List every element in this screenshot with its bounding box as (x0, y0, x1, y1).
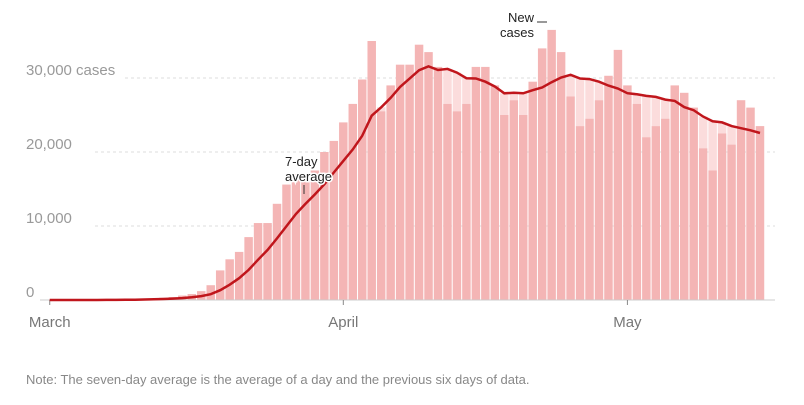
gap-fill (566, 74, 575, 97)
gap-fill (452, 72, 462, 112)
bar (234, 251, 244, 300)
bar (414, 44, 424, 301)
y-tick-label: 30,000 cases (26, 62, 115, 79)
bar (556, 52, 566, 300)
bar (708, 170, 717, 300)
bar (632, 103, 642, 301)
average-line (49, 64, 761, 302)
bar (727, 144, 736, 300)
gap-fill (500, 93, 509, 115)
bar (613, 49, 623, 300)
gap-fill (376, 107, 386, 112)
y-tick-label: 0 (26, 284, 34, 301)
bar (386, 85, 395, 301)
bar (642, 137, 651, 300)
bar (329, 140, 339, 300)
bar (263, 223, 272, 300)
bar (509, 100, 518, 300)
bar (310, 170, 320, 300)
average-annotation: average (285, 169, 332, 184)
bar (206, 285, 215, 300)
bar (528, 81, 537, 300)
bar (367, 41, 376, 300)
bar (623, 85, 632, 301)
gap-fill (585, 79, 594, 119)
bar (566, 96, 575, 300)
bar (670, 85, 679, 301)
bar (755, 126, 765, 300)
gap-fill (594, 81, 604, 101)
bar (717, 133, 727, 300)
bar (348, 103, 358, 301)
bar (651, 126, 661, 300)
gap-fill (632, 94, 642, 104)
bar (481, 66, 490, 301)
new-cases-annotation: New (508, 10, 535, 25)
bar (490, 85, 500, 301)
bar (376, 111, 386, 300)
gap-fill (443, 68, 452, 104)
x-tick-label: March (29, 314, 71, 331)
gap-fill (698, 116, 708, 149)
bar (405, 64, 414, 301)
bar (604, 75, 613, 300)
bar (320, 152, 329, 300)
bar (698, 148, 708, 300)
bar (358, 79, 367, 300)
bar (471, 66, 481, 301)
bar (519, 115, 528, 300)
bar (689, 107, 698, 300)
bar (736, 100, 746, 300)
gap-fill (642, 95, 651, 138)
bar (575, 126, 585, 300)
bar (395, 64, 405, 301)
bar (282, 184, 291, 300)
bar (500, 115, 509, 300)
bar (301, 181, 310, 300)
gap-fill (661, 99, 670, 119)
bar (339, 122, 348, 301)
bar (661, 118, 670, 300)
bar (594, 100, 604, 300)
gap-fill (509, 92, 518, 101)
average-annotation: 7-day (285, 154, 318, 169)
bar (433, 66, 443, 301)
x-tick-label: April (328, 314, 358, 331)
bar (225, 259, 234, 300)
bar (424, 52, 433, 300)
bar (547, 29, 556, 301)
bar (291, 174, 301, 300)
gap-fill (519, 93, 528, 115)
y-tick-label: 10,000 (26, 210, 72, 227)
bar (585, 118, 594, 300)
gap-fill (717, 122, 727, 134)
gap-fill (727, 126, 736, 145)
gap-fill (708, 121, 717, 171)
chart-note: Note: The seven-day average is the avera… (26, 372, 530, 387)
bar (537, 48, 547, 301)
x-tick-label: May (613, 314, 642, 331)
gap-fill (462, 78, 471, 104)
bar (746, 107, 755, 300)
gap-fill (575, 78, 585, 127)
new-cases-annotation: cases (500, 25, 534, 40)
y-tick-label: 20,000 (26, 136, 72, 153)
gap-fill (651, 96, 661, 127)
bar (215, 270, 225, 300)
bar (443, 103, 452, 301)
bar (679, 92, 689, 300)
bar (462, 103, 471, 301)
bar (272, 203, 282, 300)
bar (452, 111, 462, 300)
